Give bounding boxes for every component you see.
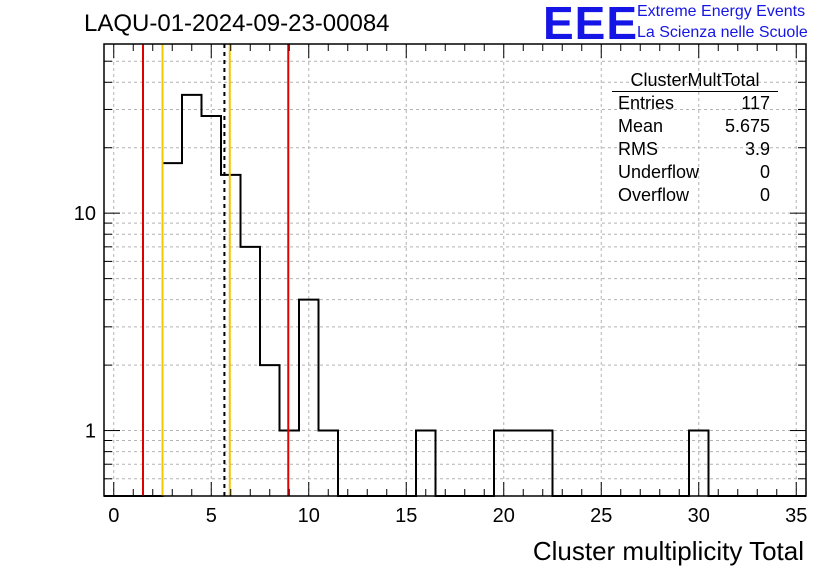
stats-label: Overflow — [618, 185, 690, 205]
stats-label: Mean — [618, 116, 664, 136]
y-tick-label: 10 — [74, 203, 96, 225]
x-tick-label: 0 — [108, 505, 119, 527]
stats-title: ClusterMultTotal — [612, 69, 778, 92]
stats-row-overflow: Overflow 0 — [612, 184, 778, 207]
stats-box: ClusterMultTotal Entries 117 Mean 5.675 … — [612, 69, 778, 207]
stats-value: 0 — [759, 162, 770, 182]
stats-value: 0 — [759, 185, 770, 205]
chart-title: LAQU-01-2024-09-23-00084 — [84, 10, 390, 37]
stats-label: RMS — [618, 139, 658, 159]
x-tick-label: 15 — [395, 505, 417, 527]
x-tick-label: 30 — [688, 505, 710, 527]
x-tick-label: 35 — [785, 505, 807, 527]
stats-row-rms: RMS 3.9 — [612, 138, 778, 161]
logo-line-1: Extreme Energy Events — [637, 3, 806, 20]
stats-label: Underflow — [618, 162, 700, 182]
stats-value: 5.675 — [724, 116, 770, 136]
x-tick-label: 10 — [298, 505, 320, 527]
x-axis-label: Cluster multiplicity Total — [533, 536, 804, 566]
eee-logo: EEE — [543, 0, 639, 49]
histogram-bin — [241, 247, 261, 496]
plot-frame — [103, 43, 807, 497]
stats-value: 3.9 — [744, 139, 770, 159]
y-tick-label: 1 — [85, 421, 96, 443]
stats-value: 117 — [741, 93, 770, 113]
stats-row-underflow: Underflow 0 — [612, 161, 778, 184]
x-tick-label: 25 — [590, 505, 612, 527]
x-tick-label: 5 — [206, 505, 217, 527]
histogram-bin — [182, 95, 202, 496]
x-tick-label: 20 — [493, 505, 515, 527]
stats-row-entries: Entries 117 — [612, 92, 778, 115]
logo-line-2: La Scienza nelle Scuole — [637, 24, 808, 41]
stats-row-mean: Mean 5.675 — [612, 115, 778, 138]
stats-label: Entries — [618, 93, 675, 113]
